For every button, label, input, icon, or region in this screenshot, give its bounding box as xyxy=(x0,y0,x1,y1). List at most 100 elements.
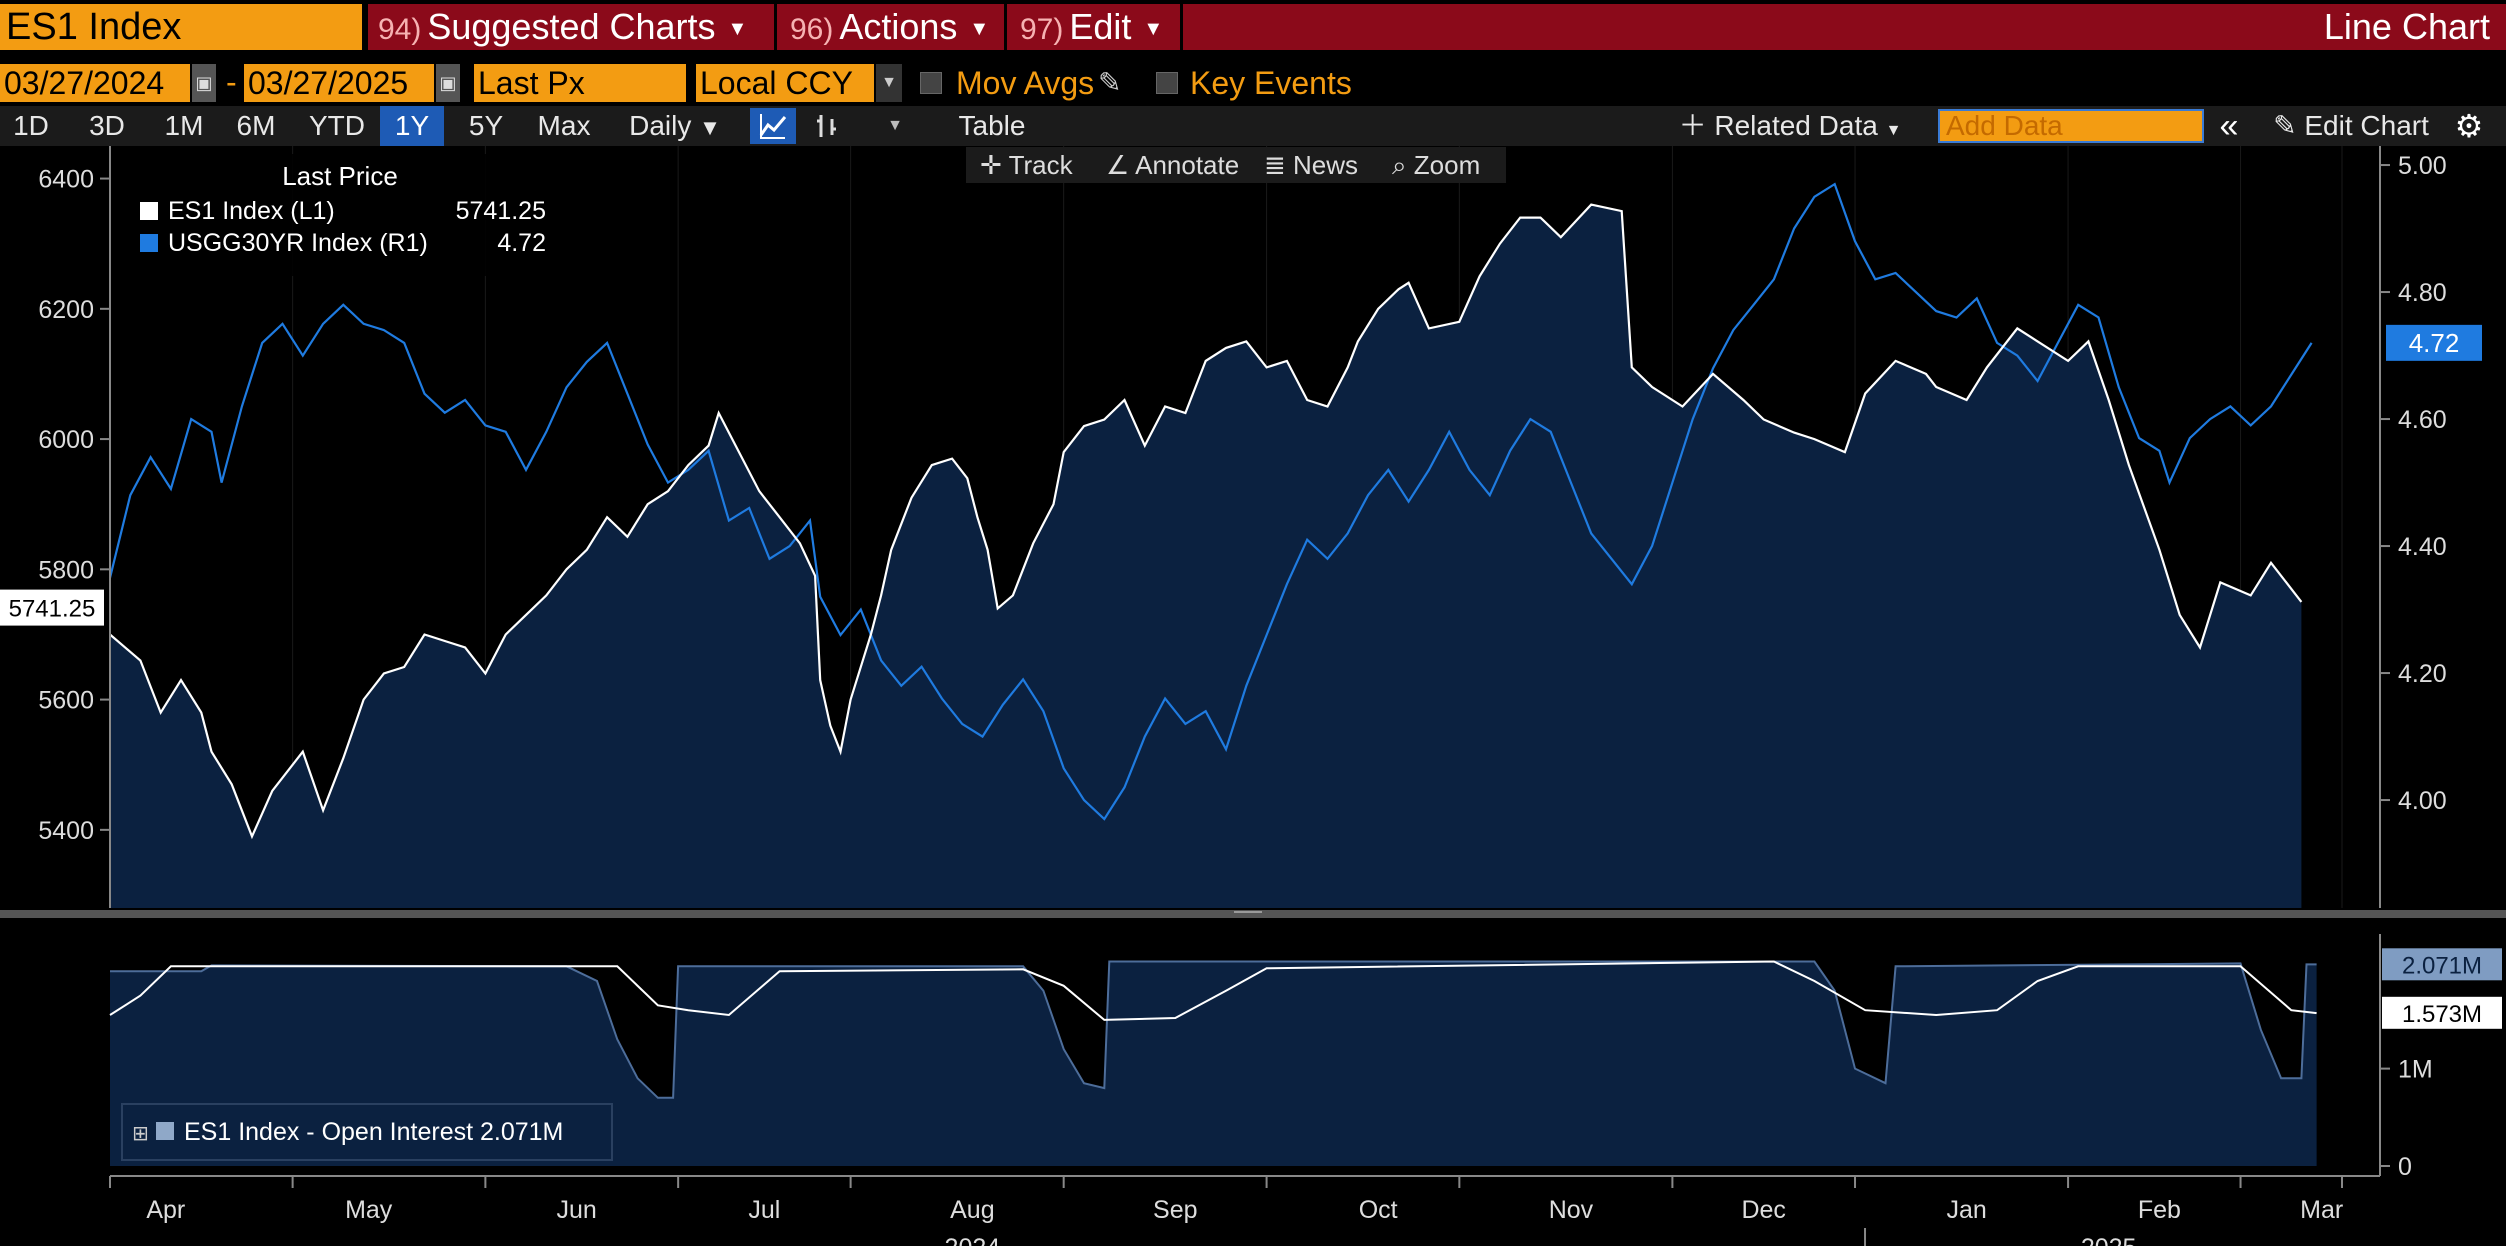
gear-icon[interactable]: ⚙ xyxy=(2454,108,2484,144)
es1-area-fill xyxy=(110,204,2302,909)
range-3d-button[interactable]: 3D xyxy=(89,110,125,141)
edit-chart-label: Edit Chart xyxy=(2304,110,2429,141)
left-last-value-box xyxy=(0,589,104,626)
oi-avg-value-box xyxy=(2382,996,2502,1029)
calendar-icon[interactable]: ▣ xyxy=(436,64,460,102)
edit-menu[interactable]: 97) Edit ▼ xyxy=(1020,4,1163,50)
right-tick-label: 4.80 xyxy=(2398,279,2447,307)
right-tick-label: 4.20 xyxy=(2398,660,2447,688)
legend-value-es1: 5741.25 xyxy=(456,197,546,225)
lower-legend-text: ES1 Index - Open Interest 2.071M xyxy=(184,1118,563,1146)
legend-swatch-es1 xyxy=(140,202,158,220)
oi-last-value-box xyxy=(2382,948,2502,981)
range-1y-button[interactable]: 1Y xyxy=(380,106,444,146)
actions-menu[interactable]: 96) Actions ▼ xyxy=(790,4,989,50)
caret-down-icon: ▼ xyxy=(1143,18,1164,41)
divider xyxy=(774,4,777,50)
right-last-value-label: 4.72 xyxy=(2409,328,2460,358)
table-button[interactable]: Table xyxy=(958,110,1026,141)
calendar-icon[interactable]: ▣ xyxy=(192,64,216,102)
x-tick-label: Mar xyxy=(2300,1196,2343,1224)
mov-avgs-checkbox[interactable] xyxy=(920,72,942,94)
chart-canvas[interactable]: 5400 5600 5800 6000 6200 6400 5741.25 4.00 4.20 4… xyxy=(0,146,2506,1246)
range-ytd-button[interactable]: YTD xyxy=(309,110,365,141)
key-events-checkbox[interactable] xyxy=(1156,72,1178,94)
open-interest-average-line xyxy=(109,960,2317,1021)
left-tick-label: 5400 xyxy=(38,817,94,845)
left-last-value-label: 5741.25 xyxy=(9,596,96,623)
zoom-tool[interactable]: ⌕ Zoom xyxy=(1392,147,1480,183)
annotate-label: Annotate xyxy=(1135,150,1240,180)
x-tick-label: Aug xyxy=(950,1196,994,1224)
suggested-charts-menu[interactable]: 94) Suggested Charts ▼ xyxy=(378,4,747,50)
left-tick-label: 6200 xyxy=(38,296,94,324)
range-1m-button[interactable]: 1M xyxy=(164,110,204,141)
divider xyxy=(1004,4,1007,50)
lower-panel xyxy=(109,960,2317,1166)
expand-icon[interactable]: ⊞ xyxy=(132,1123,149,1145)
end-date-input[interactable]: 03/27/2025 xyxy=(244,64,434,102)
currency-select[interactable]: Local CCY xyxy=(696,64,874,102)
pencil-icon[interactable]: ✎ xyxy=(1098,67,1122,98)
chart-tools: ✛ Track ∠ Annotate ≣ News ⌕ Zoom xyxy=(966,147,1506,183)
right-tick-label: 5.00 xyxy=(2398,152,2447,180)
lower-tick-label: 1M xyxy=(2398,1056,2433,1084)
news-tool[interactable]: ≣ News xyxy=(1264,147,1358,183)
ticker-input[interactable]: ES1 Index xyxy=(0,4,362,50)
right-tick-label: 4.60 xyxy=(2398,406,2447,434)
divider xyxy=(1180,4,1183,50)
year-label: 2024 xyxy=(945,1234,1001,1246)
caret-down-icon: ▼ xyxy=(969,18,990,41)
caret-down-icon: ▼ xyxy=(1885,122,1902,139)
range-5y-button[interactable]: 5Y xyxy=(468,110,504,141)
menu-label: Edit xyxy=(1069,6,1132,47)
left-tick-label: 6000 xyxy=(38,426,94,454)
date-dash: - xyxy=(226,64,237,100)
start-date-input[interactable]: 03/27/2024 xyxy=(0,64,190,102)
crosshair-icon: ✛ xyxy=(980,150,1002,180)
left-tick-label: 5600 xyxy=(38,687,94,715)
menu-strip xyxy=(368,4,2506,50)
key-events-label: Key Events xyxy=(1190,65,1352,101)
chevron-down-icon[interactable]: ▼ xyxy=(876,64,902,102)
title-bar: ES1 Index 94) Suggested Charts ▼ 96) Action… xyxy=(0,0,2506,54)
caret-down-icon: ▼ xyxy=(727,18,748,41)
double-chevron-left-icon[interactable]: « xyxy=(2219,107,2239,145)
x-tick-label: Apr xyxy=(146,1196,185,1224)
menu-number: 94) xyxy=(378,13,422,46)
range-max-button[interactable]: Max xyxy=(537,110,591,141)
menu-label: Suggested Charts xyxy=(427,6,716,47)
track-label: Track xyxy=(1008,150,1073,180)
line-chart-icon[interactable] xyxy=(750,108,796,144)
right-tick-label: 4.40 xyxy=(2398,533,2447,561)
legend-title: Last Price xyxy=(282,161,398,191)
right-last-value-box xyxy=(2386,324,2482,361)
zoom-label: Zoom xyxy=(1413,150,1481,180)
legend-name-usgg30yr: USGG30YR Index (R1) xyxy=(168,229,428,257)
lower-legend-swatch xyxy=(156,1122,174,1140)
x-tick-label: Oct xyxy=(1359,1196,1398,1224)
x-tick-label: Sep xyxy=(1153,1196,1197,1224)
x-tick-label: Jun xyxy=(557,1196,597,1224)
range-6m-button[interactable]: 6M xyxy=(236,110,276,141)
add-data-input[interactable]: Add Data xyxy=(1938,109,2204,143)
menu-label: Actions xyxy=(839,6,958,47)
range-toolbar: 1D 3D 1M 6M YTD 1Y 5Y Max Daily ▼ ▼ Tabl… xyxy=(0,106,2506,146)
frequency-select[interactable]: Daily ▼ xyxy=(612,106,738,146)
chevron-down-icon[interactable]: ▼ xyxy=(887,117,903,134)
legend-panel: Last Price ES1 Index (L1) 5741.25 USGG30… xyxy=(124,154,558,276)
track-tool[interactable]: ✛ Track xyxy=(980,147,1073,183)
open-interest-line xyxy=(110,960,2317,1099)
range-1d-button[interactable]: 1D xyxy=(13,110,49,141)
legend-value-usgg30yr: 4.72 xyxy=(497,229,546,257)
related-data-button[interactable]: ＋ Related Data ▼ xyxy=(1664,106,1916,146)
lower-tick-label: 0 xyxy=(2398,1153,2412,1181)
pencil-icon: ✎ xyxy=(2273,110,2297,141)
left-tick-label: 5800 xyxy=(38,556,94,584)
upper-panel xyxy=(108,182,2313,909)
field-input[interactable]: Last Px xyxy=(474,64,686,102)
annotate-tool[interactable]: ∠ Annotate xyxy=(1106,147,1239,183)
open-interest-area xyxy=(110,961,2317,1166)
edit-chart-button[interactable]: ✎ Edit Chart xyxy=(2256,106,2446,146)
bar-chart-icon[interactable] xyxy=(804,108,850,144)
